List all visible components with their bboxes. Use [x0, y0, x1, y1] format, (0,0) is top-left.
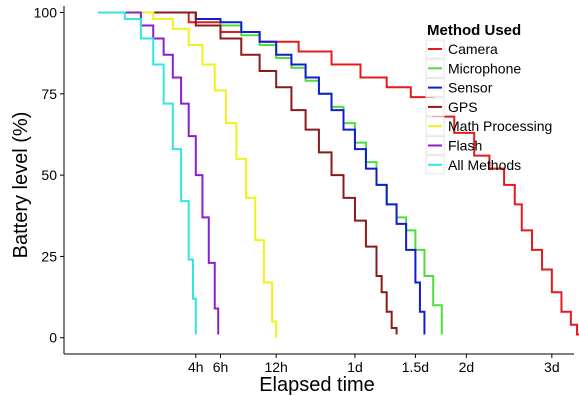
series-line-gps [98, 11, 398, 335]
x-tick-label: 4h [188, 359, 204, 375]
x-tick-label: 6h [213, 359, 229, 375]
x-axis-title: Elapsed time [259, 374, 375, 396]
series-line-camera [98, 11, 579, 336]
y-axis-ticks: 0 25 50 75 100 [34, 5, 64, 346]
x-tick-label: 1.5d [402, 359, 429, 375]
series-line-sensor [98, 11, 426, 335]
legend-label-microphone: Microphone [448, 60, 521, 76]
x-tick-label: 1d [347, 359, 363, 375]
y-tick-label: 75 [41, 86, 57, 102]
x-tick-label: 3d [544, 359, 560, 375]
x-axis-ticks: 4h 6h 12h 1d 1.5d 2d 3d [188, 354, 560, 375]
series-lines [98, 11, 579, 338]
x-tick-label: 12h [264, 359, 287, 375]
y-tick-label: 50 [41, 167, 57, 183]
series-line-all-methods [98, 11, 197, 335]
y-axis-title: Battery level (%) [10, 112, 32, 259]
series-line-flash [98, 11, 220, 335]
legend-title: Method Used [427, 22, 521, 39]
legend-label-math-processing: Math Processing [448, 118, 552, 134]
legend-label-sensor: Sensor [448, 80, 493, 96]
legend-label-camera: Camera [448, 41, 498, 57]
legend-label-gps: GPS [448, 99, 478, 115]
y-tick-label: 100 [34, 5, 58, 21]
x-tick-label: 2d [459, 359, 475, 375]
legend: Method Used Camera Microphone Sensor GPS Mat… [425, 22, 552, 175]
plot-panel [64, 6, 574, 354]
series-line-math-processing [98, 11, 278, 338]
legend-label-flash: Flash [448, 138, 482, 154]
y-tick-label: 0 [49, 330, 57, 346]
legend-label-all-methods: All Methods [448, 157, 521, 173]
y-tick-label: 25 [41, 248, 57, 264]
